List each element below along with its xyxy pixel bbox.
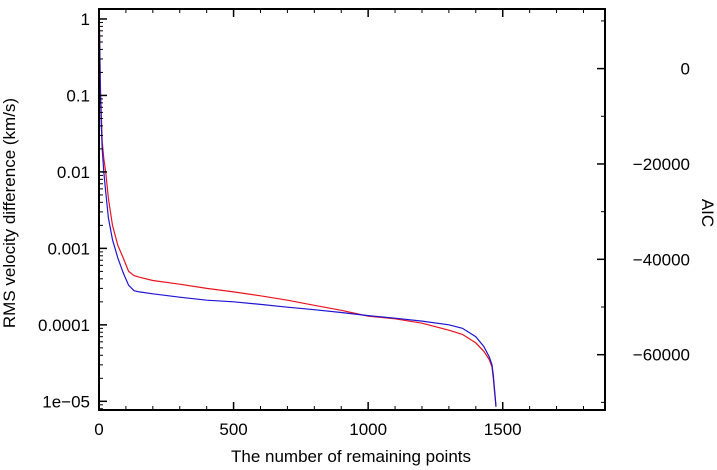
plot-frame xyxy=(98,8,606,411)
series-layer xyxy=(98,18,497,407)
x-tick-label-2: 1000 xyxy=(349,420,387,439)
y2-tick-label-2: −40000 xyxy=(633,250,690,269)
x-axis-label: The number of remaining points xyxy=(231,447,471,466)
y-tick-label-5: 1e−05 xyxy=(42,392,90,411)
y-tick-label-0: 1 xyxy=(81,10,90,29)
y-tick-label-3: 0.001 xyxy=(47,239,90,258)
x-tick-label-1: 500 xyxy=(219,420,247,439)
axis-layer: 0 500 1000 150010.10.010.0010.00011e−050−20… xyxy=(38,9,690,439)
y2-tick-label-0: 0 xyxy=(681,60,690,79)
x-tick-label-3: 1500 xyxy=(484,420,522,439)
y-tick-label-4: 0.0001 xyxy=(38,316,90,335)
y2-axis-label: AIC xyxy=(698,199,717,227)
y2-tick-label-3: −60000 xyxy=(633,346,690,365)
y2-tick-label-1: −20000 xyxy=(633,155,690,174)
y-axis-label: RMS velocity difference (km/s) xyxy=(0,98,19,328)
series-line-1 xyxy=(98,18,497,407)
x-tick-label-0: 0 xyxy=(94,420,103,439)
y-tick-label-1: 0.1 xyxy=(66,86,90,105)
y-tick-label-2: 0.01 xyxy=(57,163,90,182)
series-line-2 xyxy=(98,18,497,407)
